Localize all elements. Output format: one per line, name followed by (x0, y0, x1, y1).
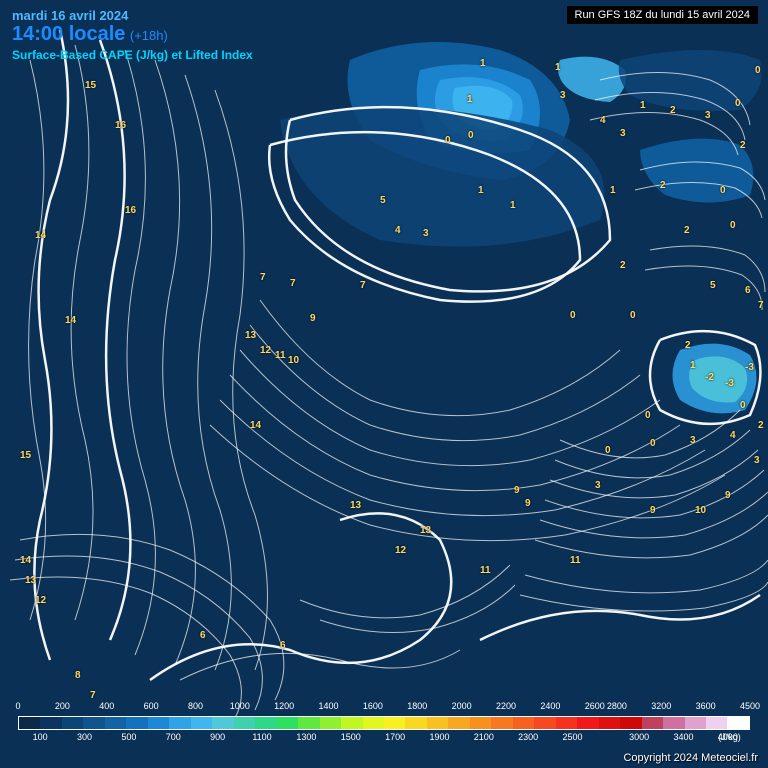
contour-value-label: 0 (645, 410, 651, 421)
contour-value-label: 9 (310, 313, 316, 324)
contour-value-label: 2 (620, 260, 626, 271)
contour-value-label: 1 (510, 200, 516, 211)
contour-value-label: 7 (290, 278, 296, 289)
contour-value-label: 14 (250, 420, 261, 431)
contour-value-label: 0 (630, 310, 636, 321)
contour-value-label: 0 (445, 135, 451, 146)
colorbar: 0200400600800100012001400160018002000220… (18, 716, 750, 746)
contour-value-label: 0 (605, 445, 611, 456)
contour-value-label: 3 (705, 110, 711, 121)
parameter-label: Surface-Based CAPE (J/kg) et Lifted Inde… (12, 48, 253, 62)
contour-value-label: 9 (525, 498, 531, 509)
contour-value-label: 4 (395, 225, 401, 236)
contour-value-label: 0 (735, 98, 741, 109)
contour-value-label: 1 (690, 360, 696, 371)
contour-value-label: 1 (478, 185, 484, 196)
contour-value-label: 6 (745, 285, 751, 296)
contour-value-label: 12 (395, 545, 406, 556)
contour-value-label: 16 (125, 205, 136, 216)
contour-value-label: 7 (360, 280, 366, 291)
contour-value-label: 2 (740, 140, 746, 151)
contour-value-label: 1 (640, 100, 646, 111)
contour-value-label: 0 (740, 400, 746, 411)
contour-value-label: 4 (730, 430, 736, 441)
contour-value-label: 2 (684, 225, 690, 236)
contour-value-label: 3 (595, 480, 601, 491)
contour-value-label: 11 (275, 350, 286, 361)
contour-value-label: 16 (115, 120, 126, 131)
contour-value-label: 9 (650, 505, 656, 516)
contour-value-label: -3 (745, 362, 754, 373)
colorbar-gradient (18, 716, 750, 730)
forecast-date: mardi 16 avril 2024 (12, 8, 253, 23)
contour-layer (0, 0, 768, 768)
contour-value-label: 9 (725, 490, 731, 501)
contour-value-label: -2 (705, 372, 714, 383)
contour-value-label: 15 (20, 450, 31, 461)
contour-value-label: 12 (35, 595, 46, 606)
contour-value-label: 12 (260, 345, 271, 356)
contour-value-label: 2 (660, 180, 666, 191)
copyright-label: Copyright 2024 Meteociel.fr (623, 752, 758, 764)
contour-value-label: 14 (35, 230, 46, 241)
contour-value-label: 2 (670, 105, 676, 116)
contour-value-label: 2 (758, 420, 764, 431)
contour-value-label: 10 (288, 355, 299, 366)
contour-value-label: 1 (610, 185, 616, 196)
contour-value-label: 3 (423, 228, 429, 239)
contour-value-label: 13 (25, 575, 36, 586)
contour-value-label: 5 (380, 195, 386, 206)
colorbar-unit: (J/kg) (718, 732, 741, 742)
contour-value-label: 1 (480, 58, 486, 69)
model-run-info: Run GFS 18Z du lundi 15 avril 2024 (567, 6, 759, 24)
contour-value-label: 6 (200, 630, 206, 641)
contour-value-label: 7 (260, 272, 266, 283)
forecast-offset: (+18h) (130, 28, 168, 43)
contour-value-label: 8 (75, 670, 81, 681)
contour-value-label: 10 (695, 505, 706, 516)
contour-value-label: 5 (710, 280, 716, 291)
contour-value-label: 7 (758, 300, 764, 311)
contour-value-label: 9 (514, 485, 520, 496)
forecast-time-row: 14:00 locale (+18h) (12, 23, 253, 46)
contour-value-label: 0 (468, 130, 474, 141)
forecast-time: 14:00 locale (12, 23, 125, 45)
contour-value-label: 7 (90, 690, 96, 701)
contour-value-label: 0 (570, 310, 576, 321)
contour-value-label: 14 (20, 555, 31, 566)
contour-value-label: 15 (85, 80, 96, 91)
contour-value-label: 3 (560, 90, 566, 101)
contour-value-label: 0 (730, 220, 736, 231)
contour-value-label: 2 (685, 340, 691, 351)
contour-value-label: 0 (650, 438, 656, 449)
weather-map: mardi 16 avril 2024 14:00 locale (+18h) … (0, 0, 768, 768)
contour-value-label: 13 (245, 330, 256, 341)
contour-value-label: 11 (480, 565, 491, 576)
contour-value-label: 11 (570, 555, 581, 566)
contour-value-label: 3 (620, 128, 626, 139)
contour-value-label: 0 (755, 65, 761, 76)
contour-value-label: 4 (600, 115, 606, 126)
contour-value-label: 13 (350, 500, 361, 511)
contour-value-label: 3 (754, 455, 760, 466)
colorbar-labels: 0200400600800100012001400160018002000220… (18, 730, 750, 744)
header-overlay: mardi 16 avril 2024 14:00 locale (+18h) … (12, 8, 253, 62)
contour-value-label: -3 (725, 378, 734, 389)
contour-value-label: 1 (555, 62, 561, 73)
contour-value-label: 1 (467, 94, 473, 105)
contour-value-label: 0 (720, 185, 726, 196)
contour-value-label: 13 (420, 525, 431, 536)
contour-value-label: 6 (280, 640, 286, 651)
contour-value-label: 14 (65, 315, 76, 326)
contour-value-label: 3 (690, 435, 696, 446)
